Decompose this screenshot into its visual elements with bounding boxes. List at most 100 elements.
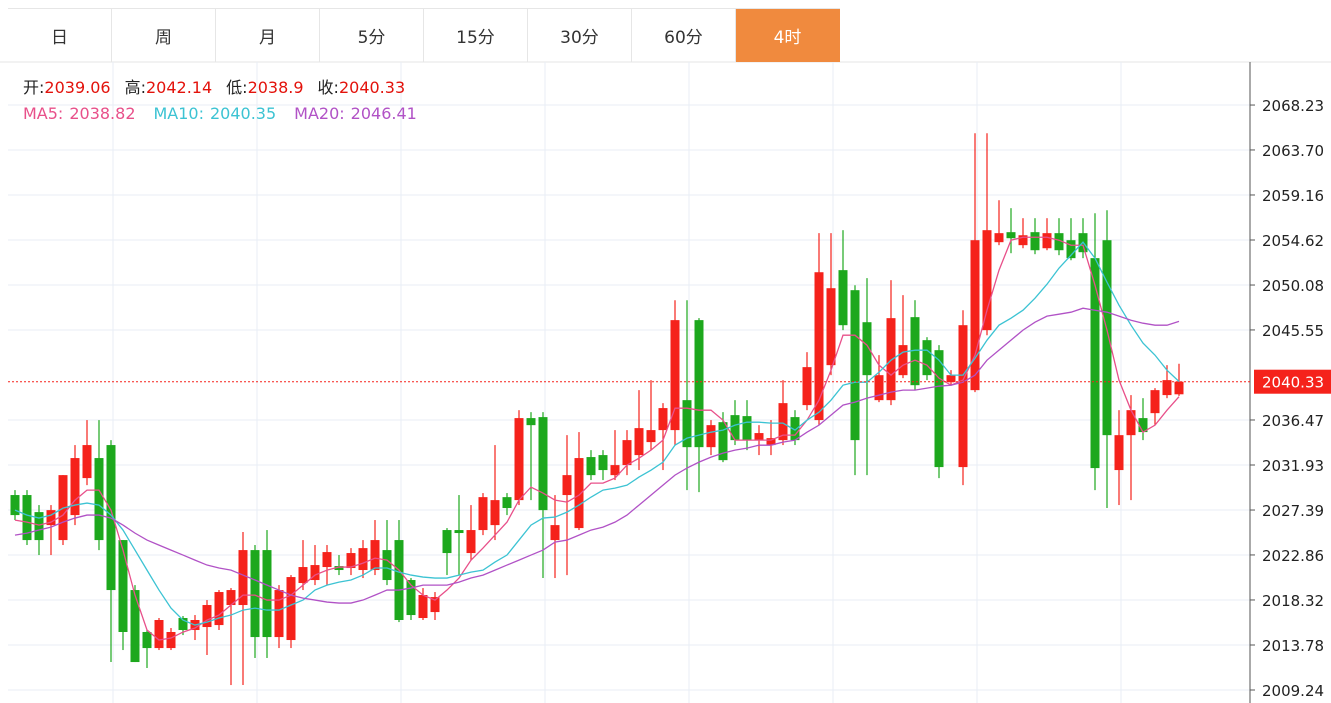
candle-body [562,475,572,496]
period-tab[interactable]: 30分 [528,9,632,62]
candle-body [394,540,404,620]
period-tab[interactable]: 5分 [320,9,424,62]
period-tab[interactable]: 月 [216,9,320,62]
y-tick-label: 2018.32 [1262,592,1324,610]
candle-body [670,320,680,431]
candle-body [430,597,440,613]
candle-body [778,403,788,441]
candle-body [802,367,812,406]
candle-body [130,590,140,663]
ma-line [14,236,1180,641]
candle-body [754,433,764,441]
candle-body [622,440,632,466]
y-tick-label: 2031.93 [1262,457,1324,475]
info-label: 收: [317,78,339,97]
y-tick-label: 2022.86 [1262,547,1324,565]
period-tab[interactable]: 周 [112,9,216,62]
candle-body [82,445,92,479]
last-price-label: 2040.33 [1262,374,1324,392]
y-tick-label: 2027.39 [1262,502,1324,520]
candle-body [694,320,704,448]
candle-body [862,322,872,376]
y-tick-label: 2054.62 [1262,232,1324,250]
candle-body [418,595,428,619]
candle-body [646,430,656,443]
candle-body [790,417,800,441]
info-value: 2039.06 [44,78,111,97]
candle-body [970,240,980,391]
candle-body [658,408,668,431]
candle-body [682,400,692,448]
last-price-box [1254,369,1331,394]
candle-body [766,438,776,446]
period-tab[interactable]: 15分 [424,9,528,62]
candle-body [598,455,608,471]
info-label: 低: [226,78,248,97]
candle-body [406,580,416,616]
candle-body [1162,380,1172,396]
y-tick-label: 2013.78 [1262,637,1324,655]
y-tick-label: 2009.24 [1262,682,1324,700]
candle-body [814,272,824,421]
candle-body [706,425,716,448]
candle-body [634,428,644,456]
candle-body [346,553,356,569]
candle-body [238,550,248,606]
candle-body [154,619,164,649]
candle-body [214,592,224,626]
ma-name: MA5: [23,104,64,123]
ma-line [14,241,1180,626]
candle-body [742,416,752,441]
candle-body [70,458,80,516]
info-label: 开: [23,78,45,97]
ma-name: MA10: [153,104,205,123]
candle-body [730,415,740,441]
period-tab[interactable]: 4时 [736,9,840,62]
ohlc-row: 开:2039.06 高:2042.14 低:2038.9 收:2040.33 [23,75,435,101]
candle-body [454,530,464,534]
candle-body [382,550,392,581]
candle-body [850,290,860,441]
candle-body [202,605,212,628]
candle-body [322,552,332,568]
info-value: 2040.33 [338,78,406,97]
candle-body [166,631,176,649]
candle-body [1102,240,1112,436]
candle-body [310,565,320,581]
candle-body [838,270,848,326]
candle-body [22,495,32,541]
candle-body [1126,410,1136,436]
candle-body [442,530,452,554]
candle-body [610,465,620,476]
candle-body [10,495,20,516]
candle-body [118,540,128,632]
y-tick-label: 2059.16 [1262,187,1324,205]
candle-body [250,550,260,638]
candle-body [46,510,56,526]
candle-body [1138,418,1148,433]
candle-body [574,458,584,529]
candle-body [898,345,908,376]
candle-body [922,340,932,376]
candle-body [1174,381,1184,395]
candle-body [826,288,836,366]
y-tick-label: 2063.70 [1262,142,1324,160]
candle-body [478,497,488,531]
period-tab[interactable]: 日 [8,9,112,62]
candle-body [994,233,1004,243]
candle-body [550,525,560,541]
period-tab[interactable]: 60分 [632,9,736,62]
candle-body [502,497,512,509]
candle-body [298,567,308,584]
info-value: 2042.14 [145,78,213,97]
candle-body [34,512,44,541]
candle-body [1018,235,1028,246]
candle-body [586,457,596,476]
candle-body [538,417,548,511]
candle-body [286,577,296,641]
ma-line [14,307,1180,604]
candle-body [514,418,524,501]
info-value: 2038.9 [247,78,304,97]
candle-body [262,550,272,638]
